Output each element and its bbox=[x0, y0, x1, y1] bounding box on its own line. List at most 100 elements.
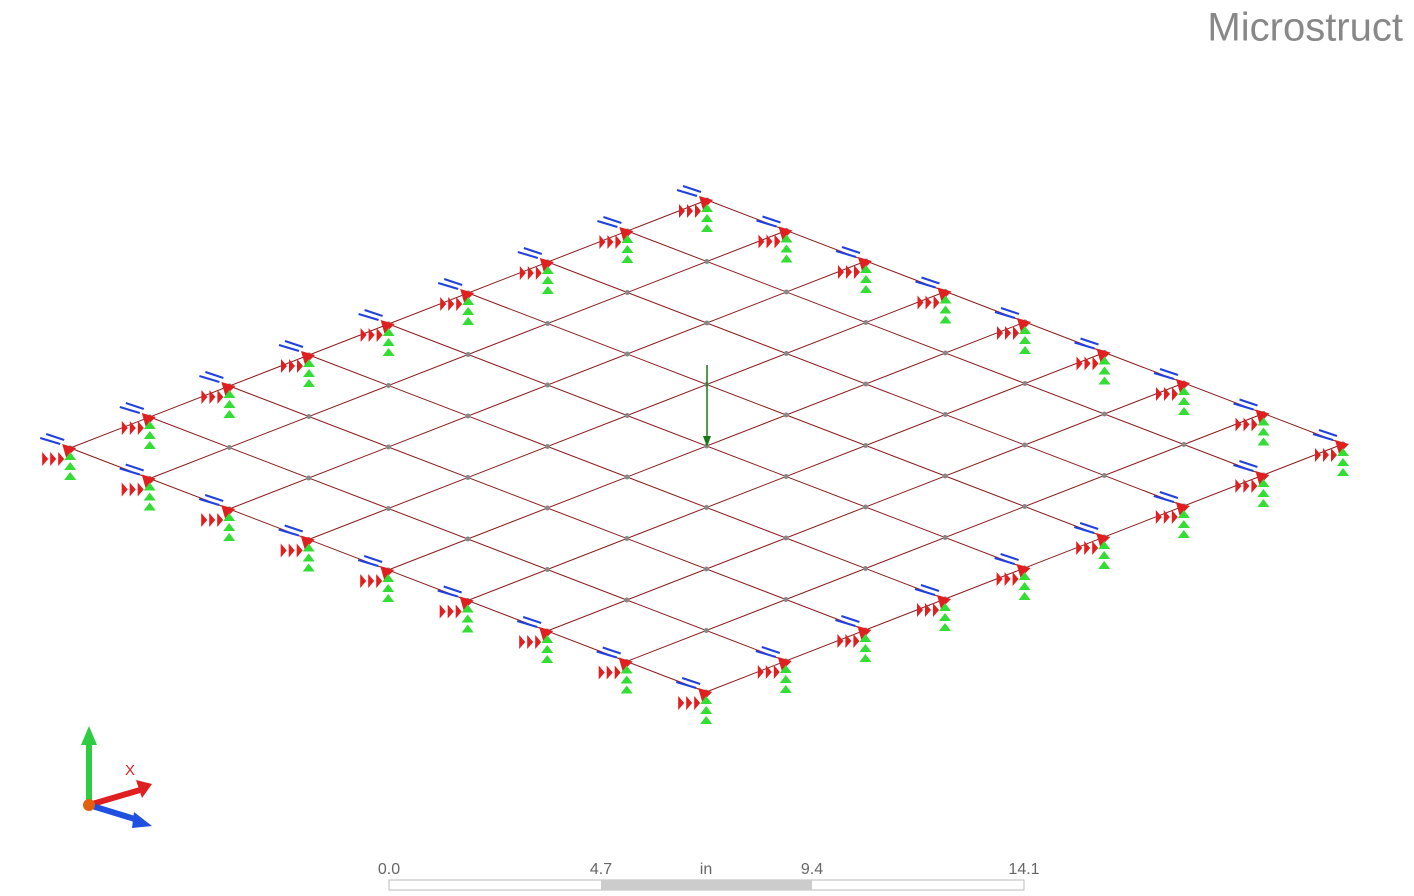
support-arrow bbox=[780, 244, 793, 253]
support-arrow bbox=[835, 250, 857, 258]
axis-triad: X bbox=[81, 726, 152, 828]
support-arrow bbox=[364, 309, 383, 317]
support-arrow bbox=[1005, 326, 1011, 340]
node bbox=[942, 412, 948, 417]
support-arrow bbox=[121, 421, 128, 435]
support-arrow bbox=[141, 474, 156, 489]
node bbox=[624, 290, 630, 295]
support-arrow bbox=[1019, 326, 1031, 334]
support-arrow bbox=[698, 688, 713, 702]
support-arrow bbox=[994, 557, 1015, 565]
support-arrow bbox=[121, 482, 128, 497]
support-arrow bbox=[845, 634, 852, 648]
node bbox=[942, 350, 948, 356]
support bbox=[119, 402, 156, 449]
support-arrow bbox=[1175, 502, 1190, 516]
support-arrow bbox=[223, 410, 236, 418]
support-arrow bbox=[541, 645, 554, 653]
support-arrow bbox=[461, 614, 474, 623]
support-arrow bbox=[603, 216, 622, 224]
support-arrow bbox=[939, 603, 951, 611]
support-arrow bbox=[699, 196, 713, 210]
support bbox=[675, 677, 713, 724]
support-arrow bbox=[939, 305, 952, 314]
node bbox=[1022, 504, 1028, 509]
support bbox=[358, 309, 395, 356]
support-arrow bbox=[1257, 427, 1270, 436]
support-arrow bbox=[756, 219, 777, 228]
scale-label: 4.7 bbox=[590, 861, 612, 878]
support-arrow bbox=[64, 472, 77, 480]
support-arrow bbox=[925, 295, 932, 310]
support-arrow bbox=[614, 665, 621, 680]
support-arrow bbox=[1019, 336, 1031, 344]
support-arrow bbox=[1337, 448, 1349, 456]
support-arrow bbox=[1257, 489, 1270, 497]
node bbox=[226, 445, 232, 450]
node bbox=[624, 474, 630, 480]
support-arrow bbox=[1098, 356, 1111, 365]
support-arrow bbox=[281, 359, 287, 373]
support-arrow bbox=[201, 390, 208, 404]
support bbox=[755, 646, 792, 693]
support-arrow bbox=[1337, 458, 1349, 466]
node bbox=[306, 414, 312, 419]
support-arrow bbox=[917, 295, 924, 310]
node bbox=[465, 536, 471, 542]
node bbox=[1022, 442, 1028, 448]
support-arrow bbox=[301, 351, 315, 365]
support-arrow bbox=[1177, 520, 1190, 528]
support-arrow bbox=[917, 603, 923, 617]
support-arrow bbox=[1178, 397, 1190, 405]
support bbox=[357, 555, 395, 602]
node bbox=[624, 536, 630, 541]
node bbox=[545, 444, 550, 449]
support-arrow bbox=[859, 654, 872, 662]
support-arrow bbox=[1257, 499, 1270, 507]
node bbox=[703, 628, 709, 633]
support-arrow bbox=[1156, 387, 1162, 401]
support-arrow bbox=[779, 665, 792, 673]
support bbox=[437, 585, 474, 633]
support-arrow bbox=[143, 431, 156, 439]
support-arrow bbox=[621, 235, 634, 243]
support-arrow bbox=[439, 604, 446, 619]
support-arrow bbox=[1084, 356, 1091, 371]
support-arrow bbox=[209, 513, 216, 527]
support-arrow bbox=[1239, 460, 1258, 468]
support-arrow bbox=[939, 623, 951, 631]
node bbox=[783, 289, 789, 295]
support-arrow bbox=[1153, 372, 1175, 380]
support-arrow bbox=[854, 265, 860, 279]
support-arrow bbox=[602, 646, 622, 655]
node bbox=[863, 443, 869, 448]
node bbox=[544, 505, 550, 511]
support-arrow bbox=[223, 513, 236, 521]
support-arrow bbox=[284, 524, 304, 533]
support-arrow bbox=[914, 588, 936, 596]
support-arrow bbox=[1018, 572, 1031, 580]
support-arrow bbox=[620, 665, 633, 674]
node bbox=[863, 504, 869, 510]
support bbox=[597, 216, 634, 263]
support bbox=[1153, 491, 1190, 538]
node bbox=[783, 597, 789, 602]
support bbox=[994, 307, 1031, 354]
support-arrow bbox=[838, 265, 844, 279]
support-arrow bbox=[1251, 417, 1258, 432]
support-arrow bbox=[1076, 356, 1083, 371]
support-arrow bbox=[64, 452, 77, 460]
support-arrow bbox=[522, 616, 542, 624]
support-arrow bbox=[380, 566, 395, 580]
scale-bar: 0.0 4.7 in 9.4 14.1 bbox=[378, 861, 1040, 891]
support-arrow bbox=[755, 650, 777, 658]
node bbox=[1181, 442, 1187, 447]
support-arrow bbox=[527, 266, 534, 280]
support-arrow bbox=[860, 265, 872, 273]
node bbox=[385, 506, 391, 511]
support-arrow bbox=[1163, 510, 1170, 524]
support-arrow bbox=[45, 433, 65, 441]
node bbox=[783, 351, 789, 356]
support-arrow bbox=[448, 297, 455, 311]
support-arrow bbox=[223, 400, 236, 408]
